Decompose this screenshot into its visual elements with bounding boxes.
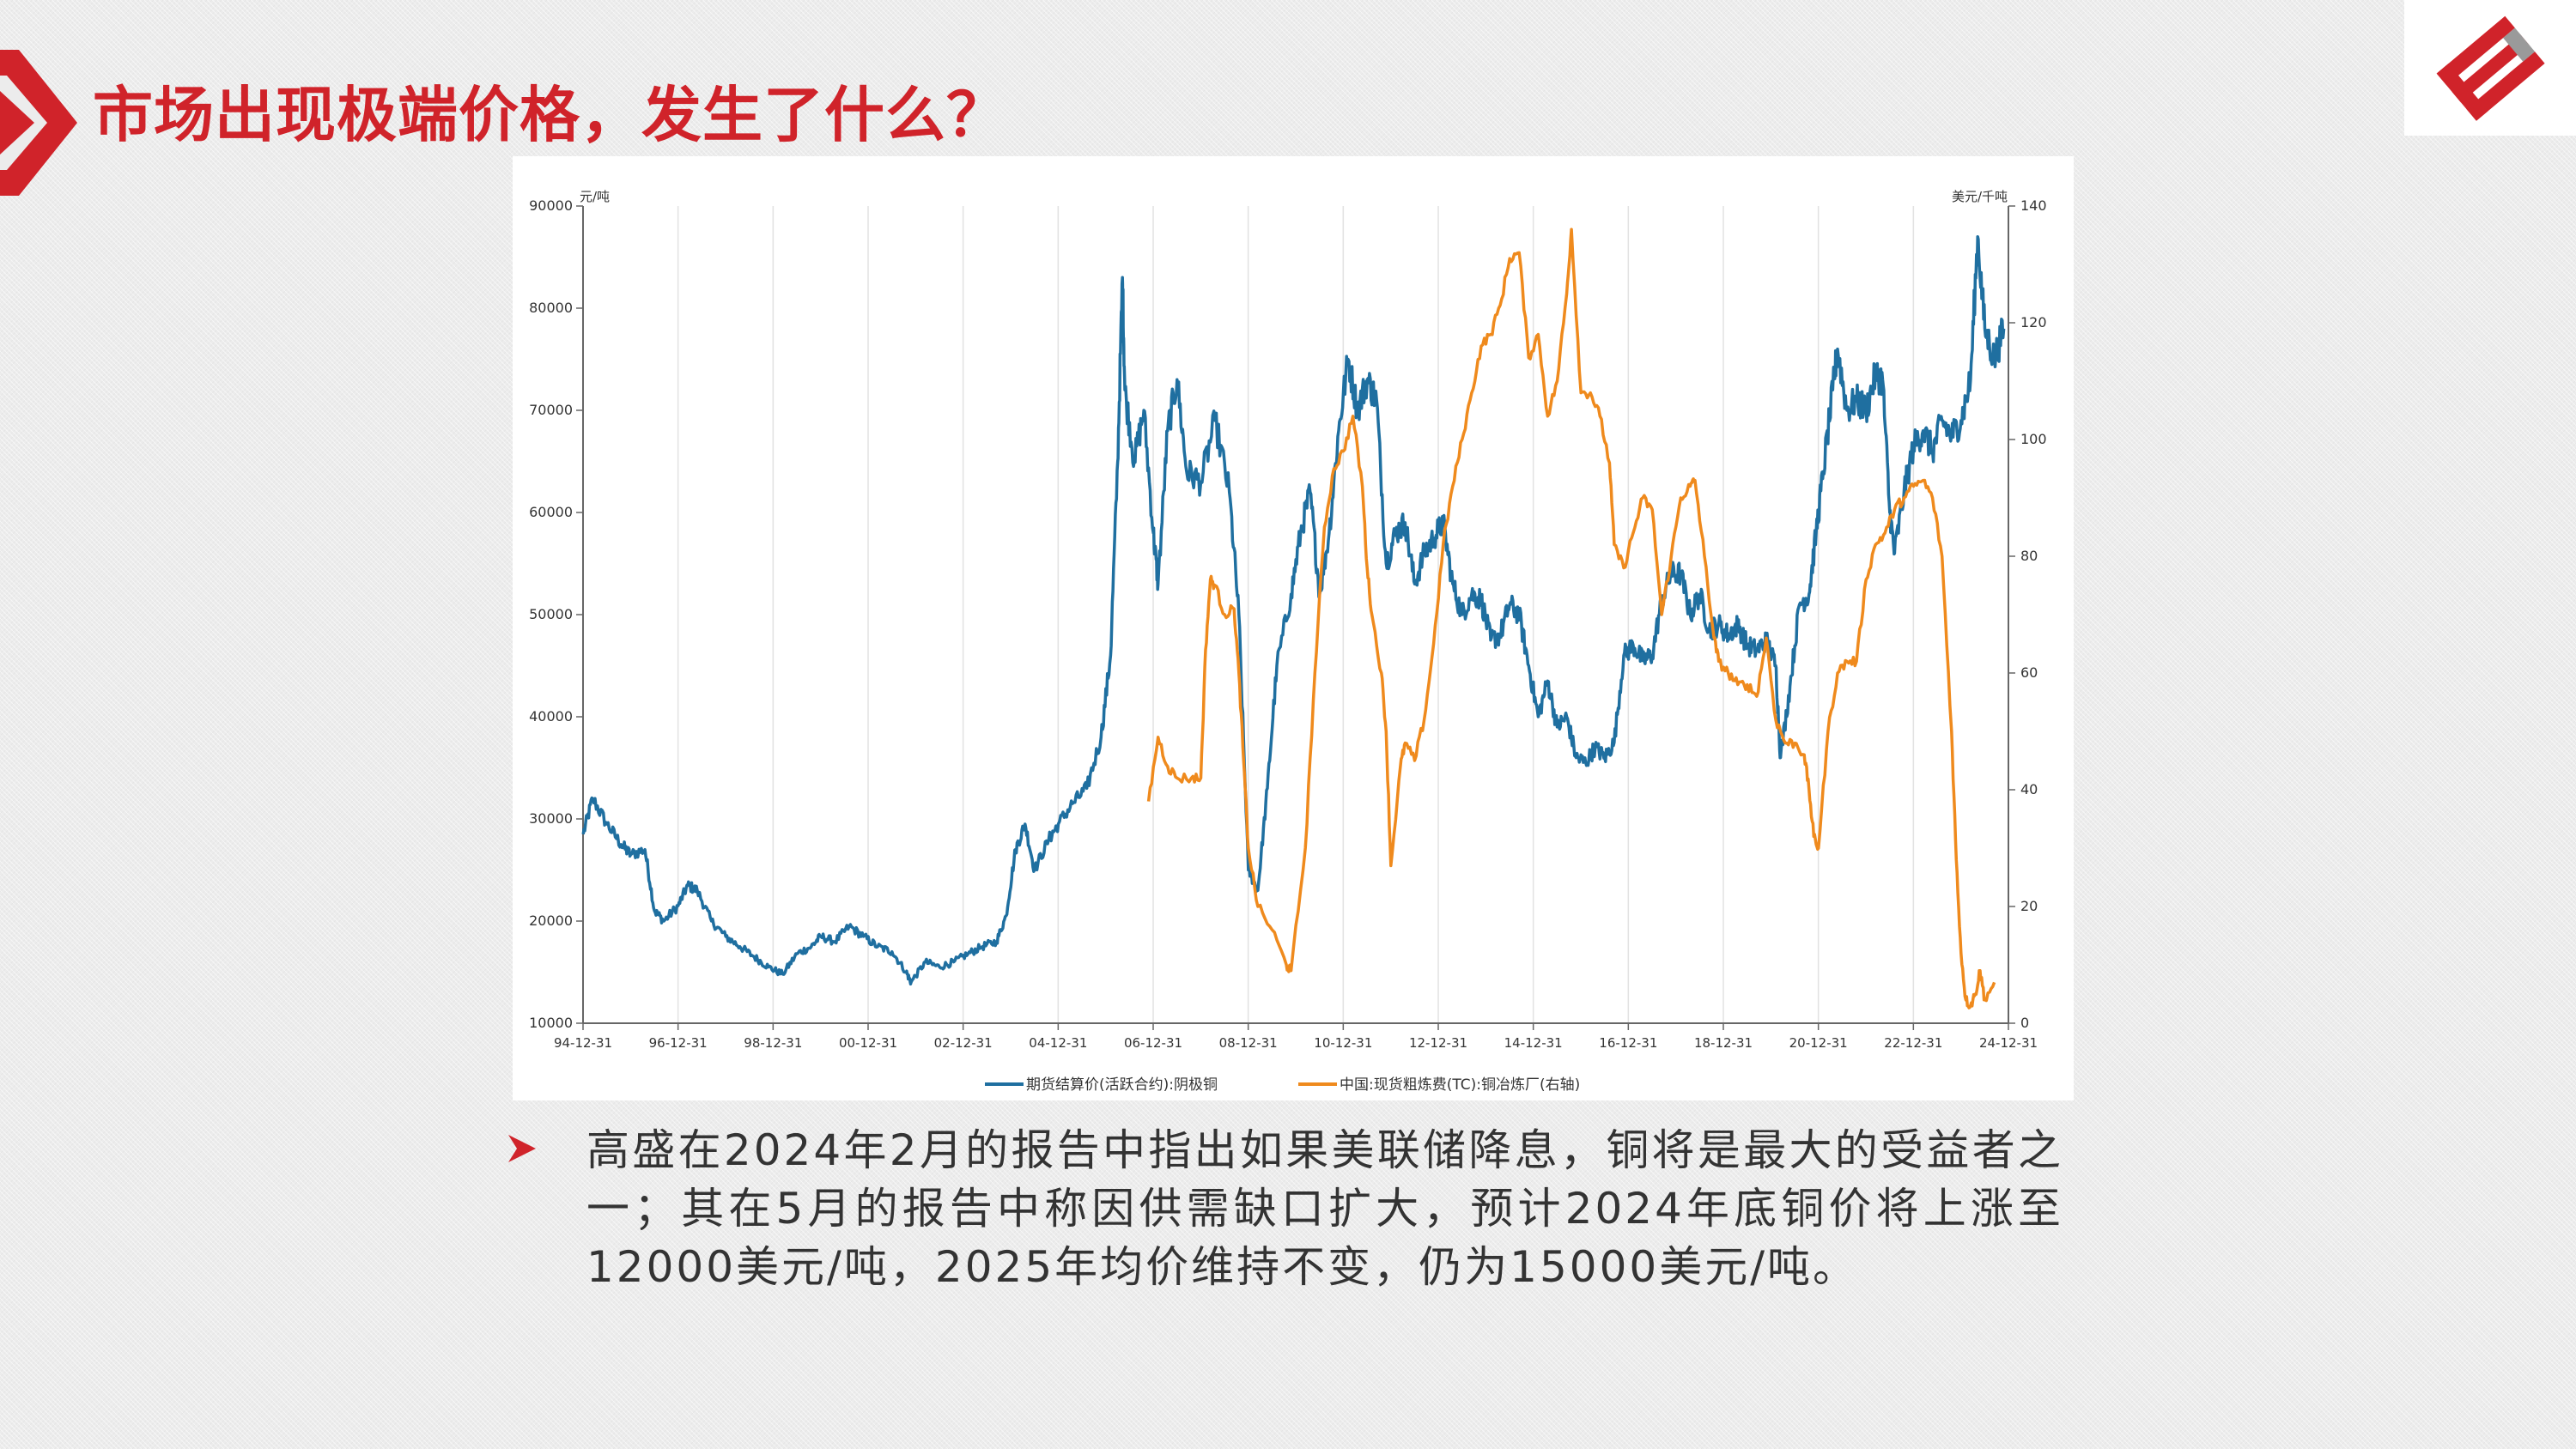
body-paragraph: 高盛在2024年2月的报告中指出如果美联储降息，铜将是最大的受益者之一；其在5月… (586, 1125, 2063, 1292)
x-tick-label: 24-12-31 (1979, 1035, 2038, 1051)
chart-panel: 元/吨 美元/千吨 94-12-31 96-12-31 98-12-31 00-12-… (513, 156, 2074, 1100)
y-tick-label-left: 60000 (529, 504, 573, 520)
y-tick-label-right: 0 (2020, 1015, 2029, 1031)
company-logo-icon (2436, 15, 2545, 121)
x-tick-label: 02-12-31 (934, 1035, 993, 1051)
chevron-arrow-icon (0, 50, 77, 196)
triangle-bullet-icon (508, 1135, 536, 1162)
series-line-tc-fee (1146, 227, 1996, 1009)
slide-title: 市场出现极端价格，发生了什么？ (93, 80, 1007, 150)
y-tick-label-right: 80 (2020, 548, 2038, 564)
tick-labels: 94-12-31 96-12-31 98-12-31 00-12-31 02-12-31… (529, 197, 2046, 1051)
y-tick-label-left: 80000 (529, 300, 573, 316)
y-tick-label-right: 20 (2020, 898, 2038, 914)
y-tick-label-right: 40 (2020, 781, 2038, 797)
x-tick-label: 94-12-31 (554, 1035, 612, 1051)
x-tick-label: 08-12-31 (1219, 1035, 1278, 1051)
x-tick-label: 20-12-31 (1789, 1035, 1848, 1051)
y-tick-label-left: 50000 (529, 606, 573, 622)
y-tick-label-left: 70000 (529, 402, 573, 418)
y-tick-label-left: 20000 (529, 912, 573, 929)
y-tick-label-right: 100 (2020, 431, 2047, 447)
copper-price-chart: 元/吨 美元/千吨 94-12-31 96-12-31 98-12-31 00-12-… (529, 189, 2046, 1094)
chart-axes: 元/吨 美元/千吨 (580, 189, 2009, 1024)
series-lines (581, 227, 2006, 1009)
x-tick-label: 18-12-31 (1694, 1035, 1753, 1051)
legend-label-orange: 中国:现货粗炼费(TC):铜冶炼厂(右轴) (1340, 1076, 1580, 1094)
legend-label-blue: 期货结算价(活跃合约):阴极铜 (1026, 1076, 1218, 1094)
x-tick-label: 14-12-31 (1504, 1035, 1563, 1051)
chart-legend: 期货结算价(活跃合约):阴极铜 中国:现货粗炼费(TC):铜冶炼厂(右轴) (985, 1076, 1580, 1094)
x-tick-label: 04-12-31 (1029, 1035, 1087, 1051)
x-tick-label: 12-12-31 (1409, 1035, 1467, 1051)
x-tick-label: 16-12-31 (1599, 1035, 1657, 1051)
y-tick-label-left: 40000 (529, 708, 573, 724)
series-line-copper-futures (581, 234, 2006, 986)
y-tick-label-right: 140 (2020, 197, 2047, 214)
left-axis-unit-label: 元/吨 (580, 189, 610, 204)
logo-box (2404, 0, 2576, 136)
y-tick-label-left: 10000 (529, 1015, 573, 1031)
x-tick-label: 96-12-31 (649, 1035, 708, 1051)
y-tick-label-left: 90000 (529, 197, 573, 214)
y-tick-label-right: 60 (2020, 664, 2038, 681)
x-tick-label: 98-12-31 (744, 1035, 802, 1051)
x-tick-label: 00-12-31 (839, 1035, 897, 1051)
grid-lines (582, 206, 2009, 1023)
right-axis-unit-label: 美元/千吨 (1952, 189, 2008, 204)
y-tick-label-right: 120 (2020, 314, 2047, 330)
x-tick-label: 22-12-31 (1884, 1035, 1942, 1051)
y-tick-label-left: 30000 (529, 810, 573, 827)
x-tick-label: 10-12-31 (1314, 1035, 1372, 1051)
x-tick-label: 06-12-31 (1124, 1035, 1182, 1051)
